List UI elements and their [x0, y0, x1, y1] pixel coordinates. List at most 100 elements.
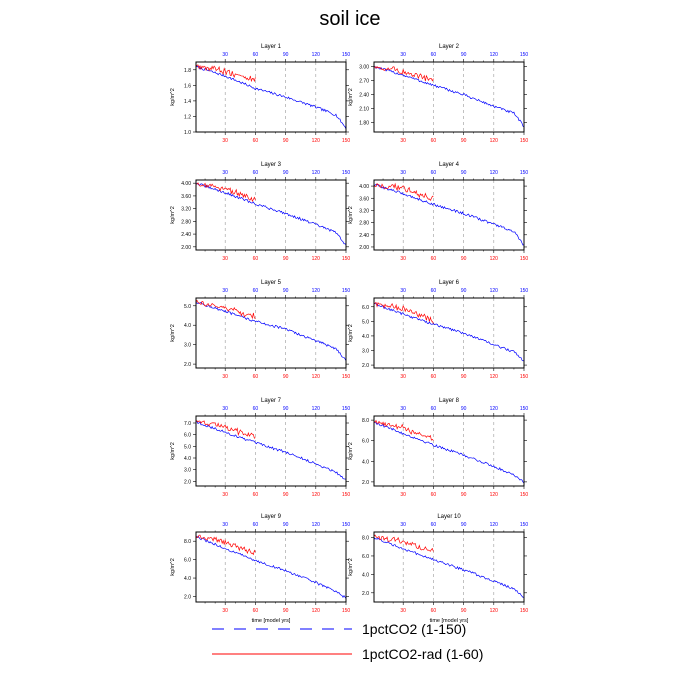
x-tick-label-top: 120	[490, 170, 499, 176]
x-tick-label-top: 60	[431, 288, 437, 294]
x-tick-label-top: 150	[342, 522, 351, 528]
y-tick-label: 8.0	[362, 418, 369, 424]
series-line-1pctco2	[195, 183, 347, 246]
x-tick-label-top: 60	[253, 406, 259, 412]
y-tick-label: 3.0	[184, 343, 191, 349]
y-tick-label: 2.0	[184, 362, 191, 368]
y-tick-label: 6.0	[362, 305, 369, 311]
y-tick-label: 6.0	[362, 439, 369, 445]
x-tick-label-top: 60	[253, 52, 259, 58]
x-tick-label-bottom: 120	[490, 374, 499, 380]
x-tick-label-top: 90	[283, 52, 289, 58]
figure-title: soil ice	[319, 8, 381, 30]
y-tick-label: 4.0	[184, 576, 191, 582]
x-tick-label-top: 30	[400, 170, 406, 176]
x-tick-label-bottom: 150	[520, 608, 529, 614]
panel-layer-5: Layer 5 2.0 3.0 4.0 5.0 30 30 60 60 90 90 120 120 150…	[170, 280, 350, 380]
y-tick-label: 4.0	[362, 572, 369, 578]
x-tick-label-top: 90	[283, 406, 289, 412]
y-tick-label: 5.0	[184, 444, 191, 450]
x-tick-label-bottom: 90	[461, 374, 467, 380]
x-tick-label-top: 150	[520, 170, 529, 176]
series-line-1pctco2-rad	[373, 419, 434, 441]
panel-layer-1: Layer 1 1.0 1.2 1.4 1.6 1.8 30 30 60 60 90 90 120 120…	[170, 44, 350, 144]
x-tick-label-top: 90	[283, 288, 289, 294]
x-tick-label-bottom: 30	[222, 608, 228, 614]
series-line-1pctco2	[195, 421, 347, 480]
y-tick-label: 2.0	[362, 591, 369, 597]
x-tick-label-bottom: 120	[490, 256, 499, 262]
x-tick-label-top: 90	[461, 406, 467, 412]
series-line-1pctco2-rad	[195, 420, 256, 439]
y-tick-label: 6.0	[184, 558, 191, 564]
y-tick-label: 2.40	[181, 232, 191, 238]
y-tick-label: 6.0	[184, 433, 191, 439]
y-tick-label: 2.0	[362, 480, 369, 486]
x-tick-label-top: 120	[312, 406, 321, 412]
y-tick-label: 1.6	[184, 83, 191, 89]
x-tick-label-top: 150	[520, 522, 529, 528]
x-tick-label-top: 60	[431, 52, 437, 58]
y-tick-label: 3.0	[184, 468, 191, 474]
y-tick-label: 8.0	[184, 539, 191, 545]
y-tick-label: 3.20	[359, 208, 369, 214]
x-tick-label-bottom: 60	[253, 138, 259, 144]
x-tick-label-bottom: 150	[342, 608, 351, 614]
x-tick-label-bottom: 120	[490, 492, 499, 498]
x-tick-label-bottom: 60	[253, 492, 259, 498]
x-tick-label-bottom: 60	[431, 374, 437, 380]
panel-title: Layer 7	[261, 398, 282, 404]
plot-frame	[195, 61, 347, 133]
x-tick-label-top: 90	[461, 52, 467, 58]
x-axis-label: time [model yrs]	[252, 618, 291, 624]
y-tick-label: 1.0	[184, 130, 191, 136]
series-line-1pctco2-rad	[195, 534, 256, 556]
series-line-1pctco2	[373, 302, 525, 362]
y-tick-label: 2.40	[359, 93, 369, 99]
panel-title: Layer 6	[439, 280, 460, 286]
series-line-1pctco2	[195, 535, 347, 599]
y-tick-label: 2.40	[359, 233, 369, 239]
y-axis-label: kg/m^2	[348, 206, 354, 224]
y-tick-label: 1.2	[184, 114, 191, 120]
y-tick-label: 4.0	[184, 323, 191, 329]
y-tick-label: 4.0	[184, 456, 191, 462]
series-line-1pctco2-rad	[195, 182, 256, 203]
y-tick-label: 6.0	[362, 554, 369, 560]
x-tick-label-top: 30	[400, 522, 406, 528]
x-tick-label-top: 90	[283, 522, 289, 528]
x-tick-label-bottom: 90	[461, 608, 467, 614]
panel-title: Layer 3	[261, 162, 282, 168]
series-line-1pctco2	[373, 537, 525, 598]
panel-title: Layer 9	[261, 514, 282, 520]
x-tick-label-bottom: 150	[520, 374, 529, 380]
x-tick-label-top: 30	[222, 52, 228, 58]
x-tick-label-bottom: 90	[461, 256, 467, 262]
x-tick-label-bottom: 30	[222, 374, 228, 380]
x-axis-label: time [model yrs]	[430, 618, 469, 624]
x-tick-label-bottom: 90	[283, 138, 289, 144]
y-axis-label: kg/m^2	[348, 88, 354, 106]
panel-layer-3: Layer 3 2.00 2.40 2.80 3.20 3.60 4.00 30 30 60 60 9…	[170, 162, 350, 262]
y-tick-label: 2.00	[359, 245, 369, 251]
x-tick-label-top: 90	[461, 522, 467, 528]
x-tick-label-bottom: 60	[253, 374, 259, 380]
y-tick-label: 3.60	[359, 196, 369, 202]
panel-title: Layer 1	[261, 44, 282, 50]
x-tick-label-bottom: 60	[253, 608, 259, 614]
x-tick-label-bottom: 60	[431, 492, 437, 498]
panel-title: Layer 2	[439, 44, 460, 50]
y-tick-label: 3.0	[362, 349, 369, 355]
x-tick-label-bottom: 60	[431, 256, 437, 262]
y-axis-label: kg/m^2	[170, 88, 176, 106]
x-tick-label-top: 30	[222, 522, 228, 528]
x-tick-label-bottom: 90	[283, 256, 289, 262]
y-tick-label: 4.00	[181, 181, 191, 187]
series-line-1pctco2-rad	[373, 182, 434, 201]
y-tick-label: 5.0	[184, 304, 191, 310]
x-tick-label-top: 30	[400, 288, 406, 294]
series-line-1pctco2	[373, 183, 525, 246]
x-tick-label-bottom: 120	[312, 256, 321, 262]
series-line-1pctco2	[373, 65, 525, 128]
x-tick-label-top: 60	[253, 288, 259, 294]
